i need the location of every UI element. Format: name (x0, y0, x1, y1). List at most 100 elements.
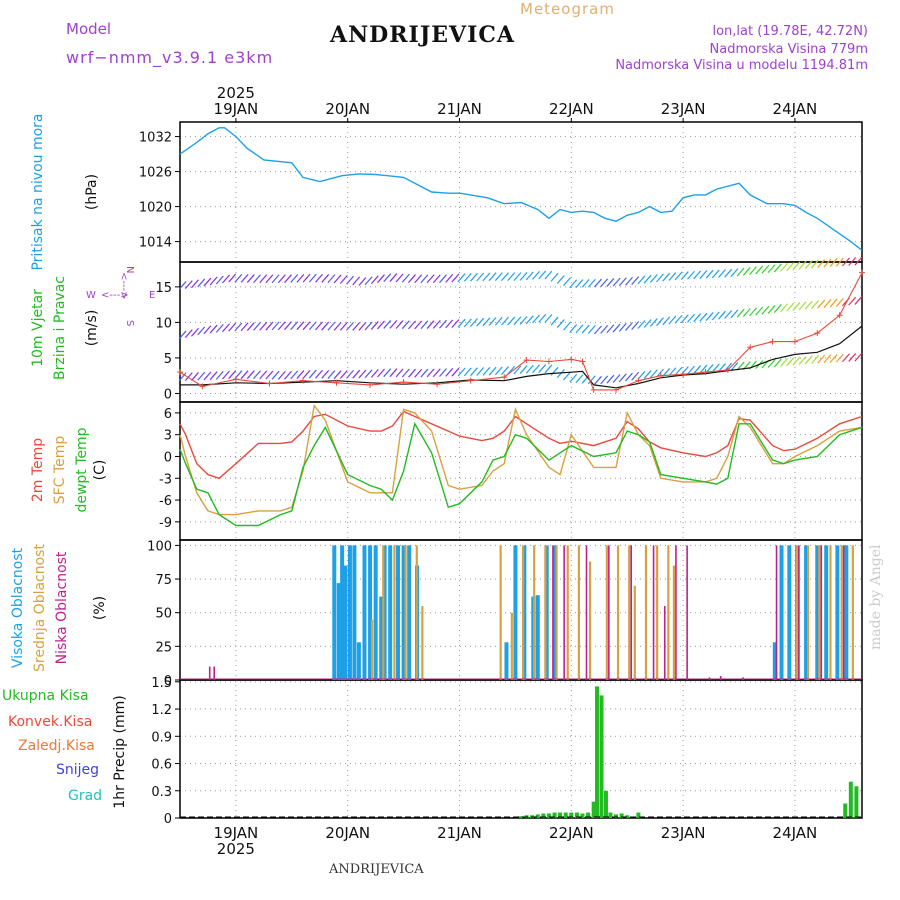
wind-arrow (736, 267, 745, 277)
wind-arrow (798, 301, 807, 311)
cloud-bar-high (804, 545, 809, 680)
cloud-bar-high (779, 545, 784, 680)
wind-arrow (377, 274, 385, 284)
y-tick-label-precip: 1.5 (151, 676, 172, 691)
wind-arrow (463, 318, 472, 328)
cloud-bar-low (585, 545, 588, 680)
wind-arrow (829, 258, 838, 267)
wind-gust-marker (769, 338, 776, 345)
wind-gust-marker (814, 330, 821, 337)
wind-gust-marker (434, 381, 441, 388)
cloud-bar-low (663, 605, 666, 680)
compass-h-arrow: <---> (101, 290, 129, 301)
wind-arrow (575, 374, 584, 384)
wind-arrow (606, 324, 615, 334)
wind-arrow (848, 353, 857, 362)
wind-arrow (215, 324, 224, 333)
wind-arrow (525, 364, 534, 374)
compass-s: S (124, 320, 135, 326)
x-day-label-bottom: 19JAN (214, 824, 259, 842)
cloud-bar-low (652, 545, 655, 680)
y-tick-label-clouds: 75 (155, 573, 172, 588)
pressure-line (179, 127, 863, 251)
precip-bar (546, 813, 551, 818)
wind-arrow (749, 307, 757, 317)
wind-arrow (612, 374, 621, 383)
wind-arrow (848, 257, 857, 266)
wind-arrow (277, 370, 286, 380)
wind-arrow (494, 316, 503, 326)
wind-arrow (817, 354, 826, 364)
wind-arrow (383, 273, 392, 283)
wind-arrow (209, 324, 218, 334)
wind-arrow (184, 372, 193, 381)
cloud-bar-high (382, 545, 387, 680)
wind-arrow (513, 365, 522, 375)
cloud-bar-high (535, 595, 540, 680)
wind-arrow (352, 276, 361, 286)
x-day-label-top: 21JAN (437, 100, 482, 118)
wind-arrow (749, 266, 757, 276)
wind-arrow (693, 313, 702, 323)
wind-gust-marker (680, 371, 687, 378)
wind-arrow (290, 370, 299, 380)
wind-arrow (525, 271, 534, 281)
wind-mean-line (180, 325, 863, 389)
wind-arrow (284, 274, 292, 284)
wind-arrow (234, 322, 243, 332)
wind-arrow (395, 368, 404, 378)
wind-arrow (308, 321, 317, 331)
precip-bar (563, 812, 568, 818)
wind-arrow (364, 321, 373, 331)
y-tick-label-precip: 0 (164, 812, 172, 827)
wind-arrow (854, 352, 863, 362)
model-name: wrf−nmm_v3.9.1 e3km (66, 48, 274, 67)
wind-arrow (829, 354, 838, 363)
wind-arrow (191, 279, 199, 289)
precip-bar (843, 803, 848, 818)
temp-line-2 (179, 421, 863, 527)
cloud-bar-high (352, 545, 357, 680)
panel-frame-precip (179, 679, 863, 819)
wind-arrow (488, 366, 497, 376)
wind-arrow (339, 275, 348, 284)
wind-arrow (197, 278, 206, 288)
wind-arrow (389, 368, 398, 378)
wind-arrow (327, 274, 336, 284)
cloud-bar-high (504, 642, 509, 680)
wind-arrow (439, 368, 447, 377)
wind-arrow (408, 274, 416, 283)
wind-arrow (556, 275, 565, 284)
wind-arrow (290, 321, 299, 331)
wind-arrow (178, 372, 187, 382)
y-tick-label-pressure: 1026 (139, 166, 172, 181)
wind-arrow (563, 371, 571, 381)
wind-arrow (724, 268, 733, 278)
cloud-bar-high (787, 545, 792, 680)
wind-arrow (246, 274, 255, 283)
cloud-bar-low (686, 545, 688, 680)
cloud-bar-high (356, 642, 361, 680)
cloud-label-2: Niska Oblacnost (54, 551, 70, 664)
wind-arrow (253, 322, 261, 331)
wind-arrow (767, 264, 776, 274)
wind-arrow (315, 273, 323, 283)
wind-arrow (544, 314, 553, 323)
wind-arrow (501, 366, 509, 375)
wind-arrow (271, 370, 280, 380)
wind-arrow (240, 274, 249, 283)
wind-arrow (637, 320, 646, 329)
wind-arrow (513, 316, 522, 326)
wind-arrow (439, 274, 447, 284)
wind-arrow (711, 363, 720, 373)
wind-arrow (277, 274, 286, 284)
wind-arrow (463, 367, 472, 377)
wind-arrow (804, 260, 813, 269)
wind-arrow (798, 356, 807, 365)
wind-arrow (203, 371, 212, 381)
wind-arrow (637, 370, 646, 380)
wind-arrow (538, 364, 547, 373)
wind-arrow (184, 329, 193, 338)
wind-arrow (370, 368, 379, 378)
pressure-title: Pritisak na nivou mora (30, 113, 46, 270)
